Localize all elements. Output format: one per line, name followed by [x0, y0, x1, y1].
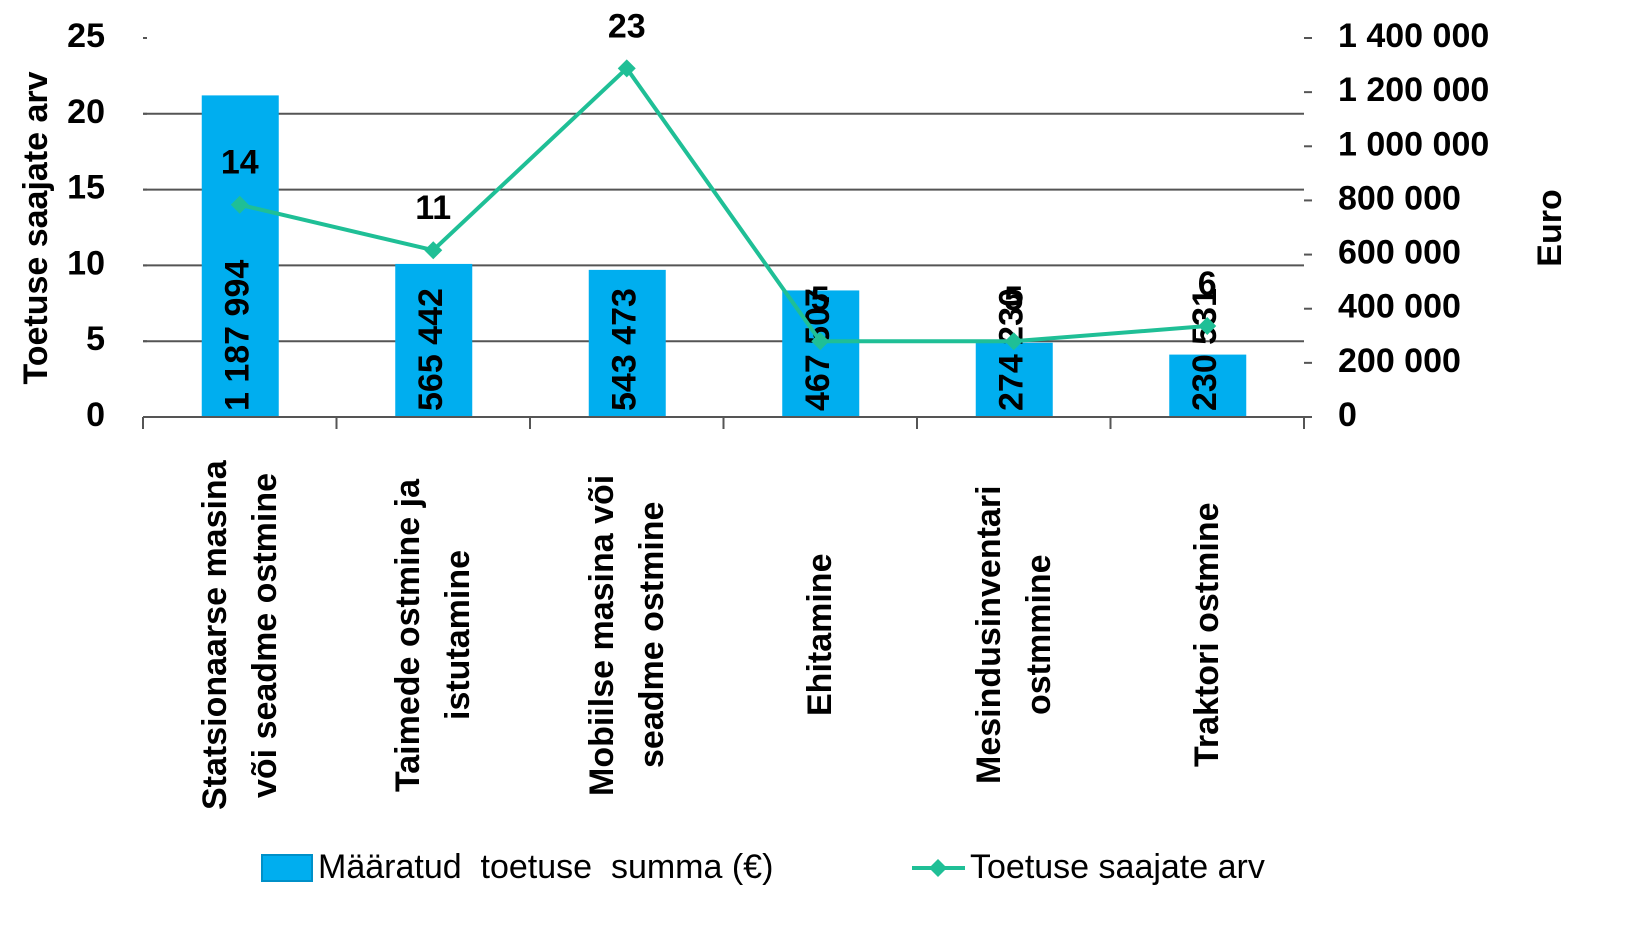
line-marker: [1198, 317, 1217, 336]
line-marker: [1004, 332, 1023, 351]
line-value-label: 6: [1198, 265, 1217, 303]
legend-label: Määratud toetuse summa (€): [318, 848, 773, 886]
bar: [782, 290, 860, 417]
bar-value-label: 543 473: [606, 288, 644, 411]
x-tick-label: Mobiilse masina või seadme ostmine: [582, 474, 671, 796]
line-marker: [617, 59, 636, 78]
y2-tick-label: 0: [1338, 396, 1357, 434]
bar: [201, 95, 279, 417]
y2-tick-label: 200 000: [1338, 342, 1461, 380]
bar: [975, 342, 1053, 417]
line-value-label: 5: [811, 280, 830, 318]
bar: [395, 263, 473, 417]
y2-tick-label: 1 000 000: [1338, 125, 1489, 163]
x-tick-label: Mesindusinventari ostmmine: [969, 485, 1058, 785]
y-tick-label: 15: [67, 169, 105, 207]
line-marker: [811, 332, 830, 351]
y2-tick-label: 800 000: [1338, 179, 1461, 217]
y-axis-title: Toetuse saajate arv: [17, 71, 55, 384]
x-tick-label: Ehitamine: [801, 553, 840, 717]
line: [239, 65, 1208, 344]
x-tick-label: Traktori ostmine: [1188, 502, 1227, 768]
y-tick-label: 0: [86, 396, 105, 434]
bar: [588, 269, 666, 417]
bar-value-label: 565 442: [412, 288, 450, 411]
bar-value-label: 1 187 994: [219, 260, 257, 411]
bar-value-label: 467 507: [799, 288, 837, 411]
y-tick-label: 10: [67, 244, 105, 282]
legend-swatch: [929, 859, 947, 877]
line-marker: [424, 241, 443, 260]
bar-value-label: 274 230: [993, 288, 1031, 411]
line-value-label: 5: [1004, 280, 1023, 318]
x-tick-label: Taimede ostmine ja istutamine: [389, 478, 478, 792]
y-tick-label: 25: [67, 17, 105, 55]
y2-tick-label: 1 200 000: [1338, 71, 1489, 109]
y-tick-label: 20: [67, 93, 105, 131]
y2-tick-label: 1 400 000: [1338, 17, 1489, 55]
bar: [1169, 354, 1247, 417]
line-value-label: 11: [415, 189, 451, 227]
line-value-label: 23: [608, 7, 646, 45]
bar-value-label: 230 531: [1186, 288, 1224, 411]
legend-swatch: [261, 854, 313, 882]
legend-label: Toetuse saajate arv: [970, 848, 1265, 886]
y-tick-label: 5: [86, 320, 105, 358]
y2-tick-label: 600 000: [1338, 234, 1461, 272]
line-value-label: 14: [221, 144, 259, 182]
x-tick-label: Statsionaarse masina või seadme ostmine: [195, 460, 284, 810]
line-marker: [230, 195, 249, 214]
y2-tick-label: 400 000: [1338, 288, 1461, 326]
y2-axis-title: Euro: [1531, 189, 1569, 266]
